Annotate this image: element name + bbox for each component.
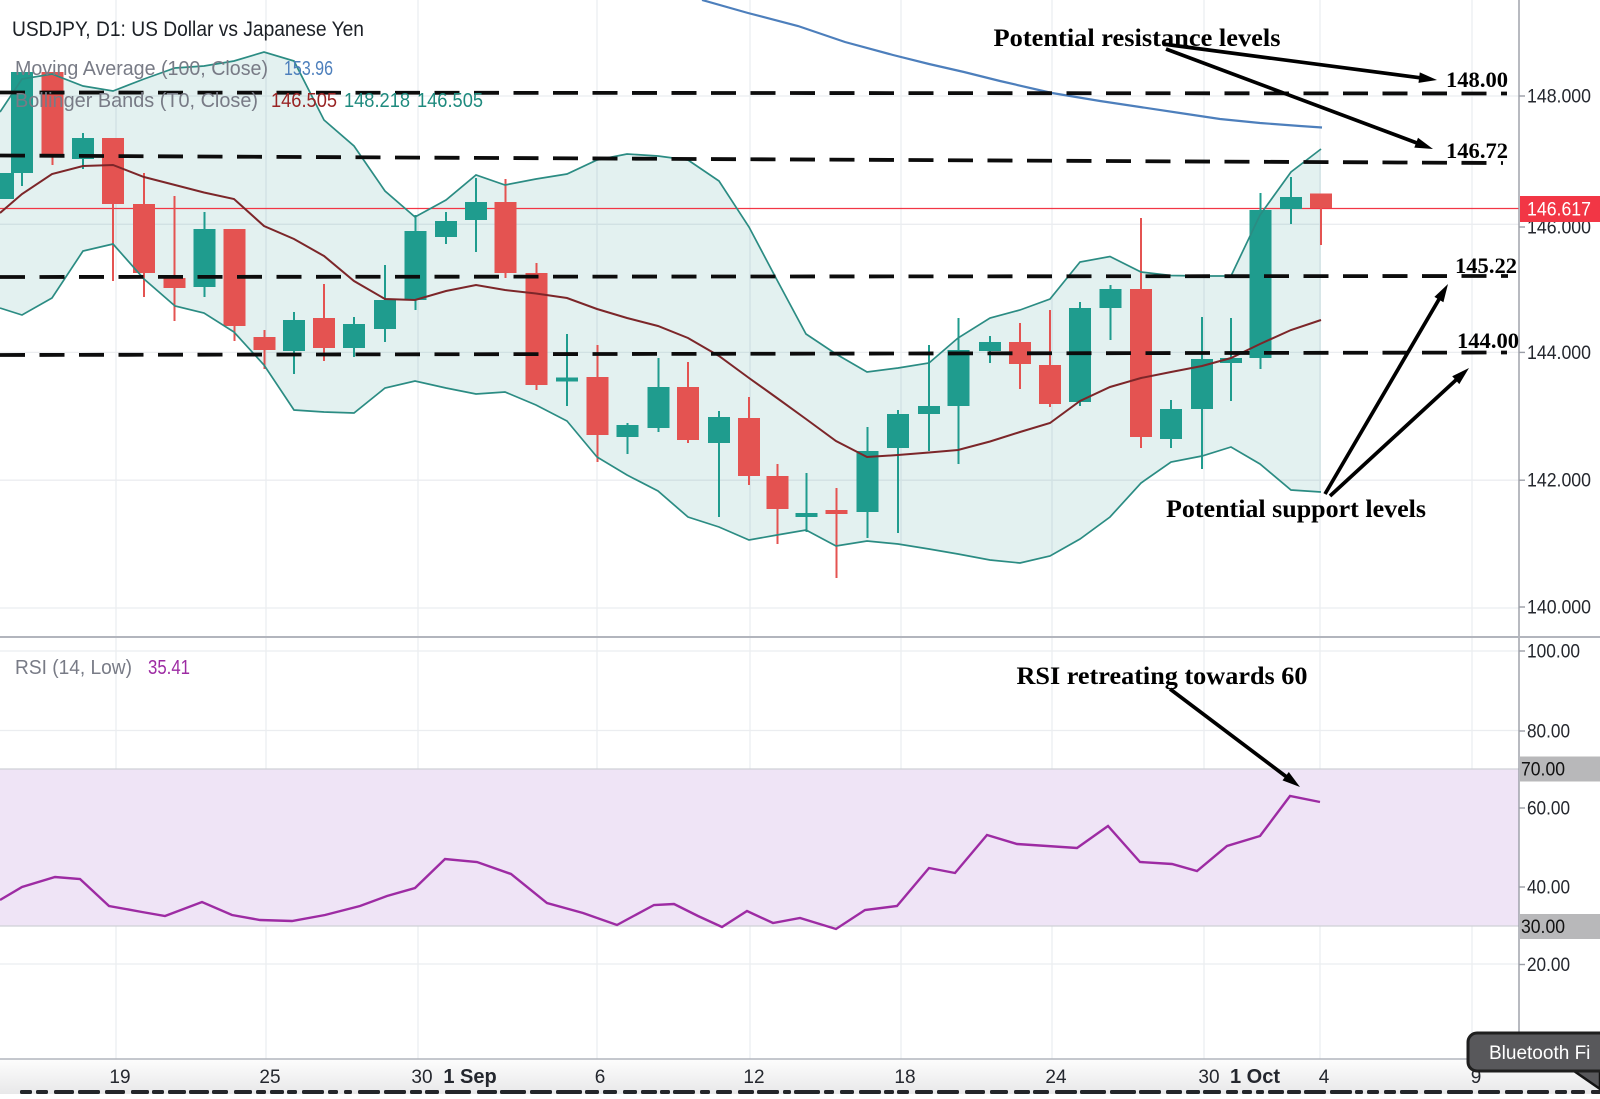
svg-text:146.505: 146.505: [417, 90, 483, 112]
svg-text:146.617: 146.617: [1527, 200, 1591, 221]
svg-text:1 Sep: 1 Sep: [443, 1066, 496, 1088]
svg-text:145.22: 145.22: [1455, 253, 1517, 278]
svg-text:1 Oct: 1 Oct: [1230, 1066, 1280, 1088]
svg-text:Bluetooth Fi: Bluetooth Fi: [1489, 1043, 1590, 1064]
svg-text:RSI retreating towards 60: RSI retreating towards 60: [1017, 663, 1308, 690]
svg-text:40.00: 40.00: [1527, 878, 1570, 899]
svg-text:144.00: 144.00: [1457, 328, 1519, 353]
svg-text:148.000: 148.000: [1527, 87, 1591, 108]
svg-text:19: 19: [109, 1067, 130, 1088]
svg-text:24: 24: [1045, 1067, 1067, 1088]
svg-text:Bollinger Bands (T0, Close): Bollinger Bands (T0, Close): [15, 90, 258, 112]
svg-text:30: 30: [1198, 1067, 1219, 1088]
svg-text:148.00: 148.00: [1446, 67, 1508, 92]
svg-text:RSI (14, Low): RSI (14, Low): [15, 657, 132, 679]
svg-text:146.505: 146.505: [271, 90, 337, 112]
svg-text:6: 6: [595, 1067, 606, 1088]
svg-text:35.41: 35.41: [148, 657, 190, 679]
svg-text:USDJPY, D1: US Dollar vs Japan: USDJPY, D1: US Dollar vs Japanese Yen: [12, 18, 364, 41]
svg-text:25: 25: [259, 1067, 280, 1088]
svg-text:9: 9: [1471, 1067, 1482, 1088]
svg-text:142.000: 142.000: [1527, 471, 1591, 492]
svg-text:Potential support levels: Potential support levels: [1166, 496, 1426, 523]
svg-text:30.00: 30.00: [1521, 917, 1565, 938]
svg-text:146.72: 146.72: [1446, 138, 1508, 163]
svg-text:18: 18: [894, 1067, 915, 1088]
svg-text:80.00: 80.00: [1527, 722, 1570, 743]
svg-text:153.96: 153.96: [284, 58, 333, 80]
svg-text:4: 4: [1319, 1067, 1330, 1088]
svg-text:20.00: 20.00: [1527, 955, 1570, 976]
svg-text:144.000: 144.000: [1527, 343, 1591, 364]
svg-text:140.000: 140.000: [1527, 598, 1591, 619]
svg-text:Moving Average (100, Close): Moving Average (100, Close): [15, 58, 268, 80]
svg-text:12: 12: [743, 1067, 764, 1088]
svg-text:Potential resistance levels: Potential resistance levels: [994, 25, 1281, 52]
svg-text:70.00: 70.00: [1521, 760, 1565, 781]
svg-text:60.00: 60.00: [1527, 799, 1570, 820]
svg-text:100.00: 100.00: [1527, 642, 1580, 663]
svg-text:146.000: 146.000: [1527, 218, 1591, 239]
svg-text:30: 30: [411, 1067, 432, 1088]
svg-text:148.218: 148.218: [344, 90, 410, 112]
